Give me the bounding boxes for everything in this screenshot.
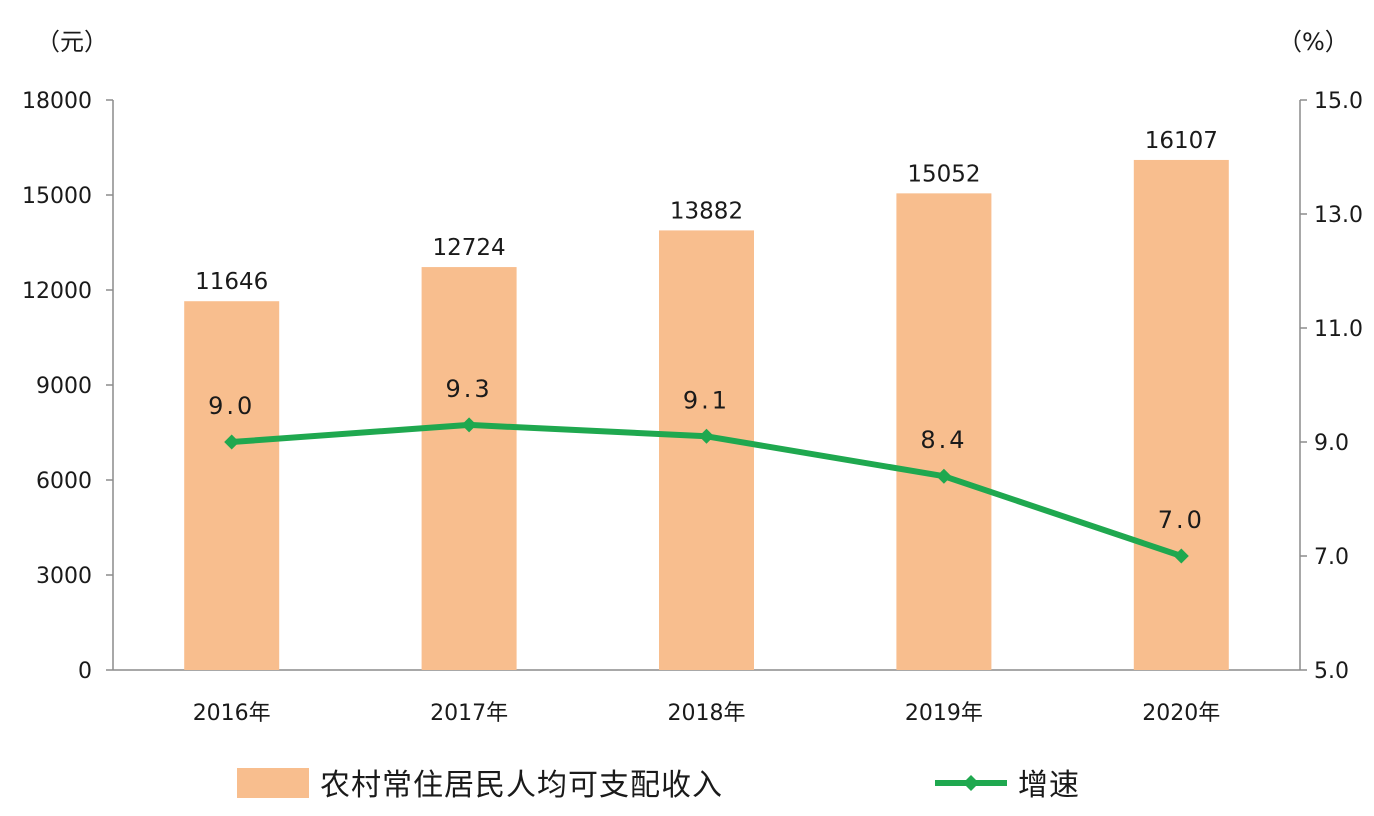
growth-point [936,468,952,484]
x-tick-label: 2016年 [193,701,271,726]
x-tick-label: 2020年 [1142,701,1220,726]
left-axis-unit: （元） [36,28,108,56]
growth-point [699,428,714,444]
growth-point [461,417,477,433]
right-axis-unit: （%） [1278,28,1349,56]
growth-data-label: 9.3 [446,375,493,403]
legend-bar-swatch [237,768,309,798]
bar-data-label: 15052 [907,161,980,187]
bar-data-label: 13882 [670,198,743,224]
legend: 农村常住居民人均可支配收入 增速 [237,768,1080,803]
bar [421,267,517,670]
bar-data-label: 12724 [433,235,506,261]
left-tick-label: 3000 [36,564,92,589]
growth-point [224,434,240,450]
growth-data-label: 7.0 [1158,506,1205,534]
bar-data-label: 16107 [1145,128,1218,154]
bar [184,301,280,670]
bar [1133,159,1229,670]
bar [896,193,992,670]
x-tick-label: 2018年 [668,701,746,726]
left-tick-label: 18000 [22,89,92,114]
bar [659,230,754,671]
left-tick-label: 12000 [22,279,92,304]
axes-group: 0 3000 6000 9000 12000 15000 18000 5.0 7.0 9.0 11.… [22,28,1363,726]
right-tick-label: 7.0 [1314,545,1349,570]
growth-point [1173,548,1189,564]
growth-data-label: 9.1 [683,386,730,414]
right-tick-label: 5.0 [1314,659,1349,684]
growth-data-label: 8.4 [920,426,967,454]
left-tick-label: 0 [78,659,92,684]
left-tick-label: 6000 [36,469,92,494]
legend-line-label: 增速 [1018,768,1080,803]
right-tick-label: 15.0 [1314,89,1363,114]
line-series-group: 9.0 9.3 9.1 8.4 7.0 [208,375,1205,564]
legend-line-marker [963,775,979,791]
bars-group: 11646 12724 13882 15052 16107 [184,128,1229,671]
legend-bar-label: 农村常住居民人均可支配收入 [320,768,723,803]
right-tick-label: 13.0 [1314,203,1363,228]
bar-data-label: 11646 [195,269,268,295]
left-tick-label: 15000 [22,184,92,209]
x-tick-label: 2019年 [905,701,983,726]
growth-data-label: 9.0 [208,392,255,420]
right-tick-label: 9.0 [1314,431,1349,456]
right-tick-label: 11.0 [1314,317,1363,342]
left-tick-label: 9000 [36,374,92,399]
x-tick-label: 2017年 [430,701,508,726]
